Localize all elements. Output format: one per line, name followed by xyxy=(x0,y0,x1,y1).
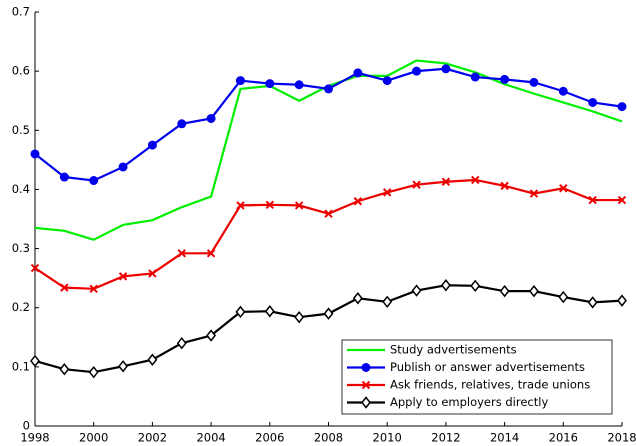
legend-label: Publish or answer advertisements xyxy=(390,360,585,374)
point xyxy=(294,80,304,90)
point xyxy=(30,263,40,273)
point xyxy=(324,209,333,218)
point xyxy=(529,189,539,198)
x-tick-label: 1998 xyxy=(20,431,49,445)
legend-marker xyxy=(361,363,371,372)
point xyxy=(529,77,539,87)
point xyxy=(617,195,627,205)
point xyxy=(471,175,480,185)
point xyxy=(470,279,481,293)
point xyxy=(382,188,392,197)
legend-marker xyxy=(361,396,371,409)
legend-label: Study advertisements xyxy=(390,343,517,357)
point xyxy=(441,64,451,74)
point xyxy=(89,176,99,186)
point xyxy=(441,177,451,186)
point xyxy=(352,292,363,305)
point xyxy=(118,360,129,373)
x-tick-label: 2000 xyxy=(79,431,108,445)
point xyxy=(147,140,157,150)
point xyxy=(264,305,275,318)
x-tick-label: 2018 xyxy=(607,431,636,445)
point xyxy=(353,68,363,78)
point xyxy=(588,195,597,205)
point xyxy=(118,272,128,281)
legend-box xyxy=(341,339,613,415)
point xyxy=(294,310,305,324)
point xyxy=(499,284,510,298)
point xyxy=(59,172,69,182)
legend-marker xyxy=(361,380,371,390)
x-tick-label: 2012 xyxy=(431,431,460,445)
y-tick-label: 0.5 xyxy=(12,123,30,137)
point xyxy=(206,329,217,342)
point xyxy=(412,180,421,189)
point xyxy=(500,181,509,191)
point xyxy=(587,296,598,309)
point xyxy=(265,79,275,89)
point xyxy=(176,336,187,350)
point xyxy=(382,295,393,309)
y-tick-label: 0 xyxy=(23,419,30,433)
y-tick-label: 0.7 xyxy=(12,5,30,19)
point xyxy=(235,76,245,86)
point xyxy=(236,201,245,210)
point xyxy=(294,201,304,210)
point xyxy=(59,363,70,376)
y-tick-label: 0.3 xyxy=(12,241,30,255)
point xyxy=(324,84,333,94)
point xyxy=(177,119,187,129)
x-tick-label: 2004 xyxy=(196,431,225,445)
legend-label: Ask friends, relatives, trade unions xyxy=(390,378,590,392)
point xyxy=(206,113,216,123)
point xyxy=(353,197,363,206)
point xyxy=(30,354,40,368)
x-tick-label: 2002 xyxy=(138,431,167,445)
point xyxy=(148,269,157,278)
y-tick-label: 0.1 xyxy=(12,359,30,373)
point xyxy=(323,307,334,320)
point xyxy=(177,249,186,258)
point xyxy=(265,200,275,210)
point xyxy=(118,162,128,172)
point xyxy=(412,66,422,76)
point xyxy=(617,102,627,112)
legend-label: Apply to employers directly xyxy=(390,395,548,409)
x-tick-label: 2010 xyxy=(373,431,402,445)
legend: Study advertisements Publish or answer ad… xyxy=(341,339,613,415)
point xyxy=(440,279,451,292)
point xyxy=(500,74,510,84)
x-tick-label: 2014 xyxy=(490,431,519,445)
point xyxy=(559,184,568,193)
point xyxy=(89,284,98,293)
series-line xyxy=(34,178,622,290)
point xyxy=(60,283,69,292)
point xyxy=(206,249,216,258)
y-tick-label: 0.6 xyxy=(12,64,30,78)
y-tick-label: 0.2 xyxy=(12,300,30,314)
point xyxy=(147,353,158,366)
point xyxy=(411,284,422,297)
point xyxy=(588,97,598,107)
point xyxy=(558,290,569,304)
point xyxy=(617,294,627,307)
point xyxy=(470,72,480,82)
y-tick-label: 0.4 xyxy=(12,182,30,196)
point xyxy=(558,86,568,96)
point xyxy=(382,76,392,86)
x-tick-label: 2016 xyxy=(549,431,578,445)
point xyxy=(88,365,99,379)
point xyxy=(528,284,539,298)
x-tick-label: 2006 xyxy=(255,431,284,445)
point xyxy=(30,149,40,159)
x-tick-label: 2008 xyxy=(314,431,343,445)
point xyxy=(235,305,246,319)
